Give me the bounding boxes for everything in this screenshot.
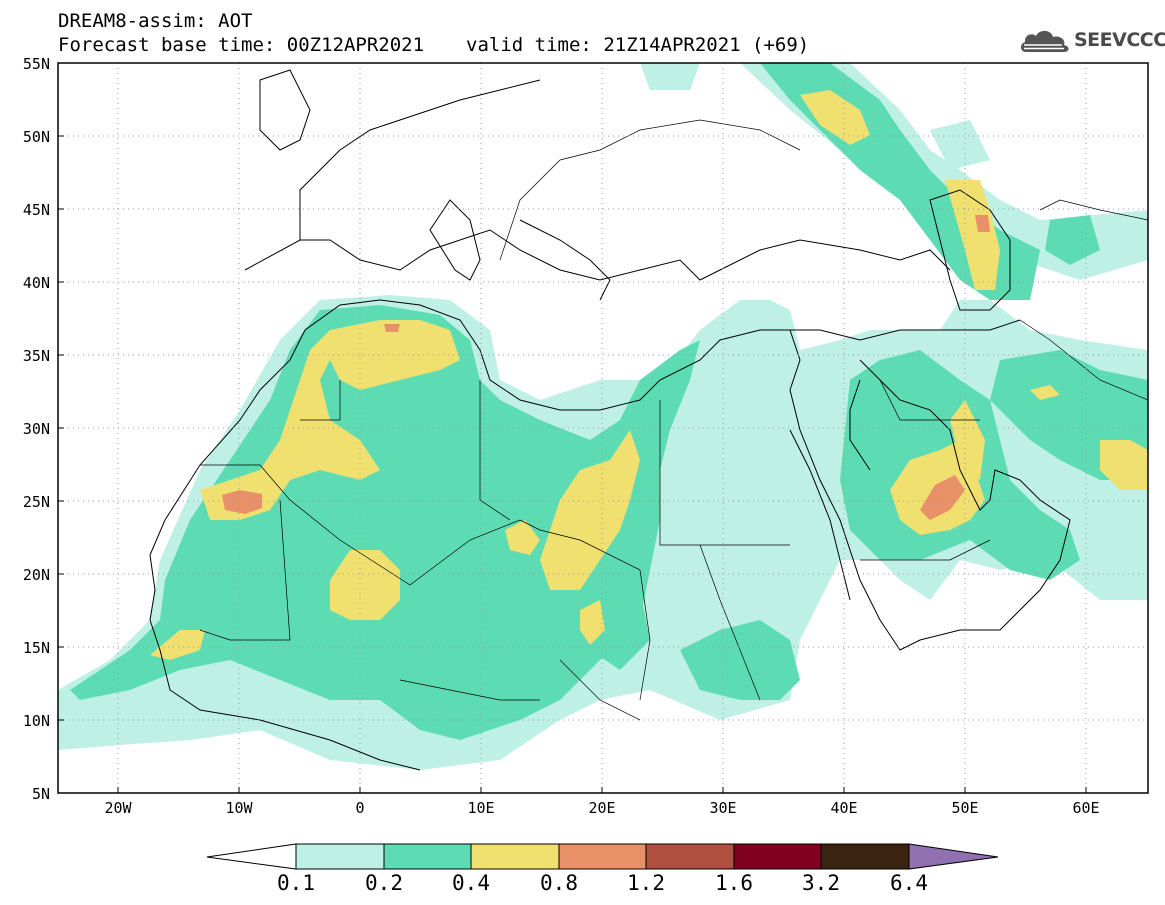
- axis-ticks: [58, 62, 1087, 793]
- lat-label: 45N: [22, 201, 50, 219]
- lat-label: 30N: [22, 420, 50, 438]
- aot-level-0.8: [222, 215, 990, 520]
- valid-time: valid time: 21Z14APR2021 (+69): [466, 34, 810, 56]
- lon-label: 20E: [588, 799, 616, 817]
- colorbar-over-arrow: [908, 843, 999, 870]
- seevccc-logo: SEEVCCC: [1018, 26, 1165, 56]
- coastlines: [149, 69, 1071, 771]
- colorbar-label: 1.2: [627, 871, 665, 895]
- lon-label: 60E: [1072, 799, 1100, 817]
- colorbar-label: 0.1: [277, 871, 315, 895]
- lon-label: 40E: [830, 799, 858, 817]
- lat-label: 40N: [22, 274, 50, 292]
- colorbar-label: 0.2: [365, 871, 403, 895]
- forecast-times: Forecast base time: 00Z12APR2021 valid ti…: [58, 34, 809, 56]
- colorbar-box: [820, 843, 910, 870]
- colorbar-box: [558, 843, 647, 870]
- cloud-icon: [1020, 30, 1069, 52]
- lon-label: 30E: [709, 799, 737, 817]
- lat-label: 15N: [22, 639, 50, 657]
- lon-label: 0: [355, 799, 365, 817]
- lat-label: 50N: [22, 128, 50, 146]
- map-title: DREAM8-assim: AOT: [58, 10, 253, 32]
- colorbar-box: [295, 843, 385, 870]
- colorbar-under-arrow: [206, 843, 297, 870]
- lat-label: 35N: [22, 347, 50, 365]
- colorbar-box: [383, 843, 472, 870]
- colorbar-label: 3.2: [802, 871, 840, 895]
- lon-label: 50E: [951, 799, 979, 817]
- colorbar-label: 6.4: [890, 871, 928, 895]
- graticule: [58, 63, 1148, 793]
- lat-label: 10N: [22, 712, 50, 730]
- lat-label: 55N: [22, 55, 50, 73]
- colorbar-box: [470, 843, 560, 870]
- map-area: [57, 62, 1149, 794]
- lon-label: 10W: [225, 799, 253, 817]
- lat-label: 20N: [22, 566, 50, 584]
- lon-label: 20W: [104, 799, 132, 817]
- colorbar-label: 0.8: [540, 871, 578, 895]
- colorbar-box: [645, 843, 735, 870]
- map-frame: [57, 62, 1149, 794]
- colorbar-box: [733, 843, 822, 870]
- logo-text: SEEVCCC: [1074, 29, 1165, 51]
- colorbar-label: 1.6: [715, 871, 753, 895]
- base-time: Forecast base time: 00Z12APR2021: [58, 34, 425, 56]
- colorbar-label: 0.4: [452, 871, 490, 895]
- lat-label: 25N: [22, 493, 50, 511]
- lat-label: 5N: [31, 785, 50, 803]
- lon-label: 10E: [467, 799, 495, 817]
- country-borders: [199, 119, 1149, 721]
